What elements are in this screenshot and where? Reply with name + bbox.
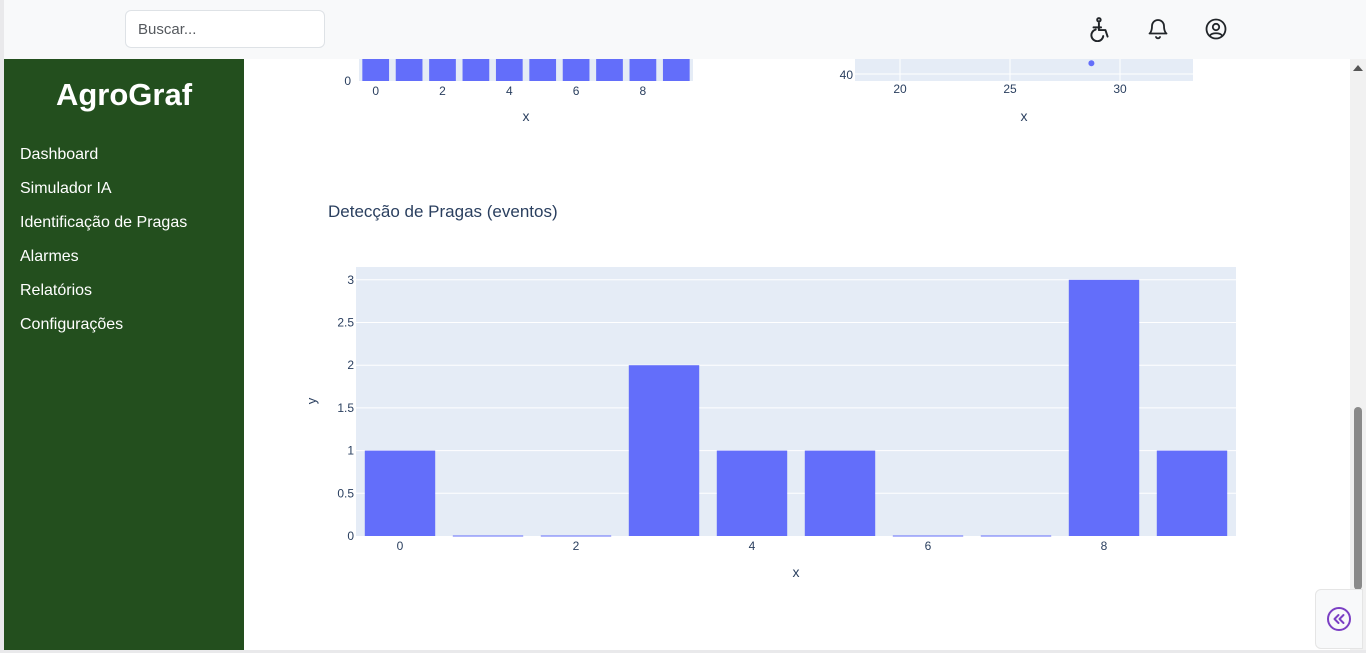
chart3-x-tick: 2: [573, 539, 580, 553]
chart3-bar: [628, 365, 700, 536]
sidebar-item-dashboard[interactable]: Dashboard: [20, 146, 99, 163]
chart3-y-tick: 1.5: [337, 401, 354, 415]
chart3-x-label: x: [793, 564, 800, 580]
chart3-y-tick: 1: [347, 444, 354, 458]
sidebar-item-relatorios[interactable]: Relatórios: [20, 282, 93, 299]
brand-title: AgroGraf: [55, 77, 193, 112]
chart1-bar: [495, 59, 523, 81]
chart3-y-tick: 3: [347, 273, 354, 287]
chart2-x-tick: 20: [893, 82, 907, 96]
chart3-title: Detecção de Pragas (eventos): [328, 202, 558, 221]
chart1-x-tick: 0: [372, 84, 379, 98]
chart3-y-tick: 0.5: [337, 486, 354, 500]
sidebar-nav: Dashboard Simulador IA Identificação de …: [20, 145, 187, 349]
chart3-bar: [804, 450, 876, 536]
scroll-up-icon[interactable]: [1353, 65, 1363, 71]
sidebar: AgroGraf Dashboard Simulador IA Identifi…: [4, 59, 244, 650]
chart3-x-tick: 8: [1101, 539, 1108, 553]
chart1-bar: [395, 59, 423, 81]
chart3-y-tick: 2.5: [337, 316, 354, 330]
accessibility-icon[interactable]: [1087, 16, 1113, 42]
chart1-bar: [629, 59, 657, 81]
collapse-sidebar-button[interactable]: [1315, 589, 1363, 649]
chart1-x-label: x: [523, 108, 530, 124]
chart1-y-tick: 0: [344, 74, 351, 88]
double-chevron-left-icon: [1327, 607, 1351, 631]
chart3-x-tick: 6: [925, 539, 932, 553]
chart2-x-tick: 30: [1113, 82, 1127, 96]
sidebar-item-identificacao-pragas[interactable]: Identificação de Pragas: [20, 214, 188, 231]
sidebar-item-alarmes[interactable]: Alarmes: [20, 248, 79, 265]
chart1-bar: [529, 59, 557, 81]
user-circle-icon[interactable]: [1203, 16, 1229, 42]
chart2-x-label: x: [1021, 108, 1028, 124]
chart1-bar: [662, 59, 690, 81]
main-content: 0 2 4 6 8 0 x 20 25 30 40 x Detecção de Pragas (even…: [244, 59, 1350, 650]
chart1-x-tick: 4: [506, 84, 513, 98]
chart1-bar: [429, 59, 456, 81]
chart2-point: [1088, 60, 1095, 67]
app-window: AgroGraf Dashboard Simulador IA Identifi…: [4, 0, 1366, 650]
chart3-y-tick: 2: [347, 358, 354, 372]
sidebar-item-configuracoes[interactable]: Configurações: [20, 316, 124, 333]
chart3-bar: [364, 450, 436, 536]
search-input[interactable]: [125, 10, 325, 48]
chart1-bar: [462, 59, 490, 81]
scrollbar[interactable]: [1350, 59, 1366, 650]
bell-icon[interactable]: [1145, 16, 1171, 42]
chart3-y-tick: 0: [347, 529, 354, 543]
chart3-x-tick: 0: [397, 539, 404, 553]
chart1-bar: [596, 59, 623, 81]
sidebar-item-simulador-ia[interactable]: Simulador IA: [20, 180, 112, 197]
scrollbar-thumb[interactable]: [1354, 407, 1362, 590]
chart3-x-tick: 4: [749, 539, 756, 553]
chart2-x-tick: 25: [1003, 82, 1017, 96]
chart1-bar: [362, 59, 390, 81]
chart3-bar: [1068, 279, 1140, 536]
chart1-x-tick: 6: [573, 84, 580, 98]
top-navbar: [4, 0, 1366, 59]
chart3-y-label: y: [304, 397, 319, 404]
chart3-bar: [1156, 450, 1228, 536]
chart1-x-tick: 8: [640, 84, 647, 98]
chart1-x-tick: 2: [439, 84, 446, 98]
chart2-plot-area: [855, 59, 1193, 81]
chart2-y-tick: 40: [840, 68, 854, 82]
chart1-bar: [562, 59, 590, 81]
chart3-bar: [716, 450, 788, 536]
